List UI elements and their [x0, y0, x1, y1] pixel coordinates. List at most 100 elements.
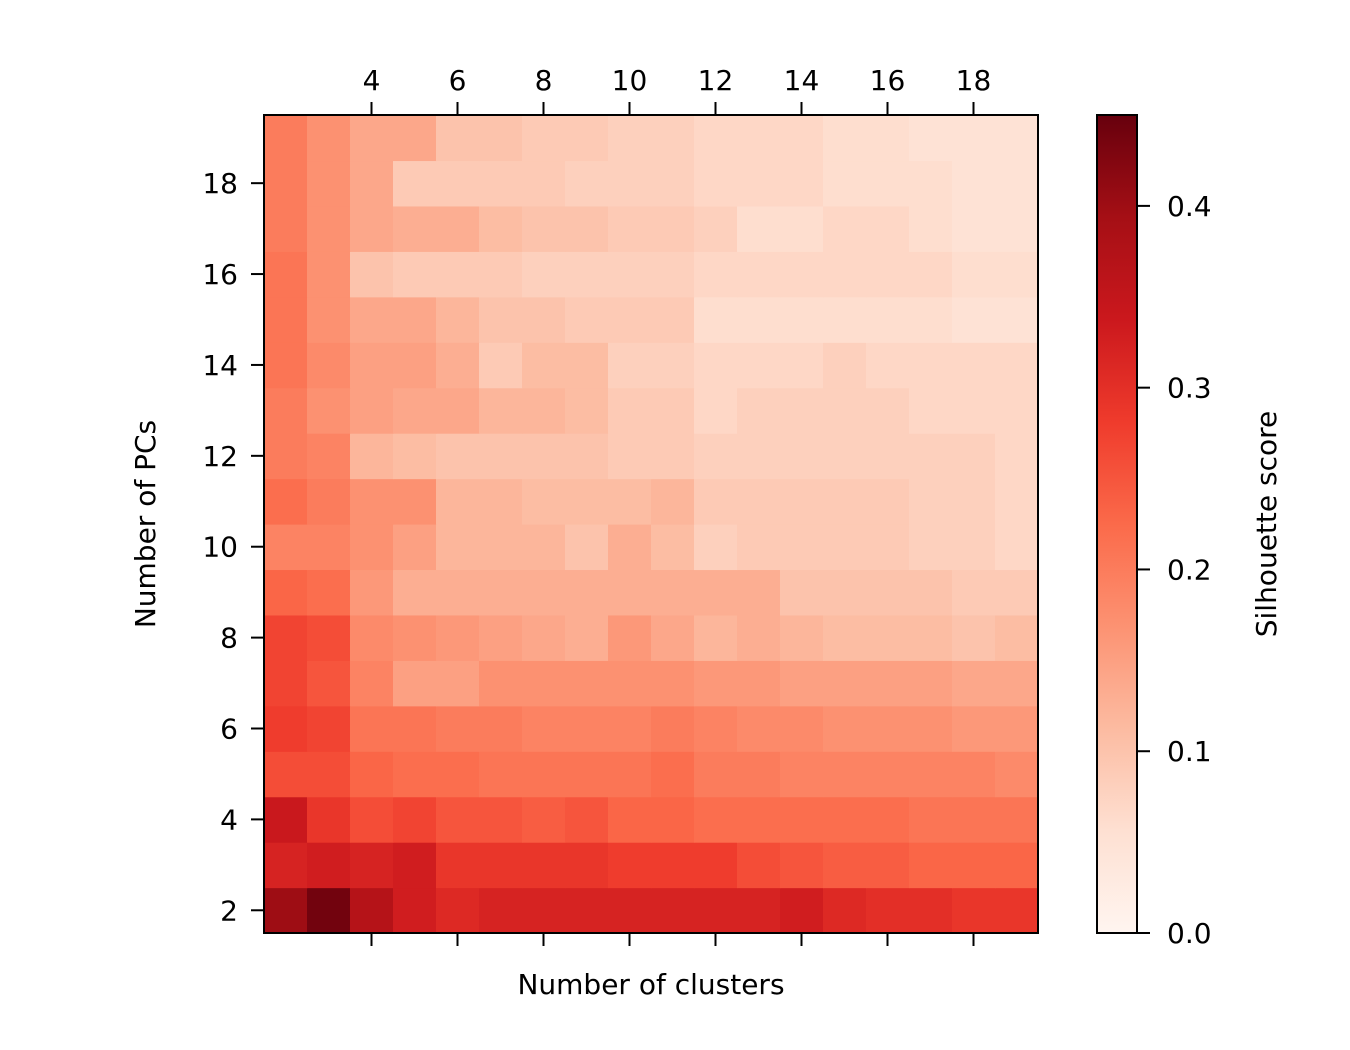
heatmap-cell — [522, 296, 566, 343]
heatmap-cell — [436, 115, 480, 162]
heatmap-cell — [264, 705, 308, 752]
heatmap-cell — [393, 842, 437, 889]
heatmap-cell — [866, 524, 910, 571]
heatmap-cell — [866, 842, 910, 889]
heatmap-cell — [479, 387, 523, 434]
heatmap-cell — [264, 751, 308, 798]
heatmap-cell — [479, 887, 523, 934]
heatmap-cell — [952, 751, 996, 798]
heatmap-cell — [307, 387, 351, 434]
heatmap-cell — [393, 387, 437, 434]
heatmap-cell — [565, 205, 609, 252]
plot-frame — [263, 114, 1039, 934]
heatmap-cell — [393, 751, 437, 798]
heatmap-cell — [393, 296, 437, 343]
heatmap-cell — [608, 887, 652, 934]
heatmap-cell — [436, 524, 480, 571]
heatmap-cell — [307, 796, 351, 843]
heatmap-cell — [737, 478, 781, 525]
heatmap-cell — [995, 115, 1039, 162]
heatmap-cell — [780, 387, 824, 434]
heatmap-cell — [909, 842, 953, 889]
heatmap-cell — [307, 296, 351, 343]
heatmap-cell — [436, 342, 480, 389]
heatmap-cell — [608, 796, 652, 843]
heatmap-cell — [780, 524, 824, 571]
heatmap-cell — [307, 524, 351, 571]
heatmap-cell — [780, 887, 824, 934]
heatmap-cell — [565, 387, 609, 434]
heatmap-cell — [608, 569, 652, 616]
heatmap-cell — [522, 205, 566, 252]
heatmap-cell — [393, 342, 437, 389]
heatmap-cell — [307, 205, 351, 252]
heatmap-cell — [866, 796, 910, 843]
heatmap-cell — [651, 342, 695, 389]
heatmap-cell — [264, 796, 308, 843]
heatmap-cell — [608, 296, 652, 343]
heatmap-cell — [350, 251, 394, 298]
heatmap-cell — [952, 842, 996, 889]
heatmap-cell — [307, 433, 351, 480]
heatmap-cell — [995, 614, 1039, 661]
heatmap-cell — [479, 205, 523, 252]
heatmap-cell — [264, 842, 308, 889]
heatmap-cell — [952, 796, 996, 843]
heatmap-cell — [737, 296, 781, 343]
heatmap-cell — [565, 614, 609, 661]
heatmap-cell — [995, 387, 1039, 434]
heatmap-cell — [823, 251, 867, 298]
heatmap-cell — [307, 887, 351, 934]
heatmap-cell — [866, 342, 910, 389]
heatmap-cell — [737, 433, 781, 480]
heatmap-cell — [909, 205, 953, 252]
heatmap-cell — [780, 296, 824, 343]
heatmap-cell — [307, 569, 351, 616]
heatmap-cell — [565, 751, 609, 798]
y-tick-label: 8 — [220, 622, 238, 655]
heatmap-cell — [393, 660, 437, 707]
heatmap-cell — [823, 569, 867, 616]
heatmap-cell — [436, 160, 480, 207]
heatmap-cell — [952, 524, 996, 571]
heatmap-cell — [651, 296, 695, 343]
heatmap-cell — [651, 433, 695, 480]
heatmap-cell — [823, 796, 867, 843]
heatmap-cell — [608, 387, 652, 434]
colorbar-tick-label: 0.1 — [1167, 735, 1212, 768]
heatmap-cell — [307, 160, 351, 207]
heatmap-cell — [866, 614, 910, 661]
heatmap-cell — [436, 842, 480, 889]
heatmap-cell — [823, 387, 867, 434]
heatmap-cell — [952, 614, 996, 661]
heatmap-cell — [780, 205, 824, 252]
heatmap-cell — [694, 160, 738, 207]
heatmap-cell — [565, 660, 609, 707]
heatmap-cell — [393, 160, 437, 207]
heatmap-cell — [479, 705, 523, 752]
heatmap-cell — [393, 614, 437, 661]
heatmap-cell — [694, 296, 738, 343]
heatmap-cell — [264, 205, 308, 252]
heatmap-cell — [952, 296, 996, 343]
heatmap-cell — [479, 478, 523, 525]
y-tick-label: 16 — [202, 258, 238, 291]
heatmap-cell — [350, 660, 394, 707]
heatmap-cell — [694, 796, 738, 843]
heatmap-cell — [350, 296, 394, 343]
heatmap-cell — [393, 478, 437, 525]
heatmap-cell — [436, 751, 480, 798]
heatmap-cell — [823, 751, 867, 798]
heatmap-cell — [479, 751, 523, 798]
heatmap-cell — [909, 705, 953, 752]
heatmap-cell — [780, 160, 824, 207]
heatmap-cell — [264, 160, 308, 207]
heatmap-cell — [694, 387, 738, 434]
heatmap-cell — [436, 614, 480, 661]
heatmap-cell — [307, 251, 351, 298]
heatmap-cell — [565, 796, 609, 843]
colorbar-tick-label: 0.2 — [1167, 553, 1212, 586]
heatmap-cell — [479, 160, 523, 207]
heatmap-cell — [565, 569, 609, 616]
heatmap-cell — [737, 524, 781, 571]
